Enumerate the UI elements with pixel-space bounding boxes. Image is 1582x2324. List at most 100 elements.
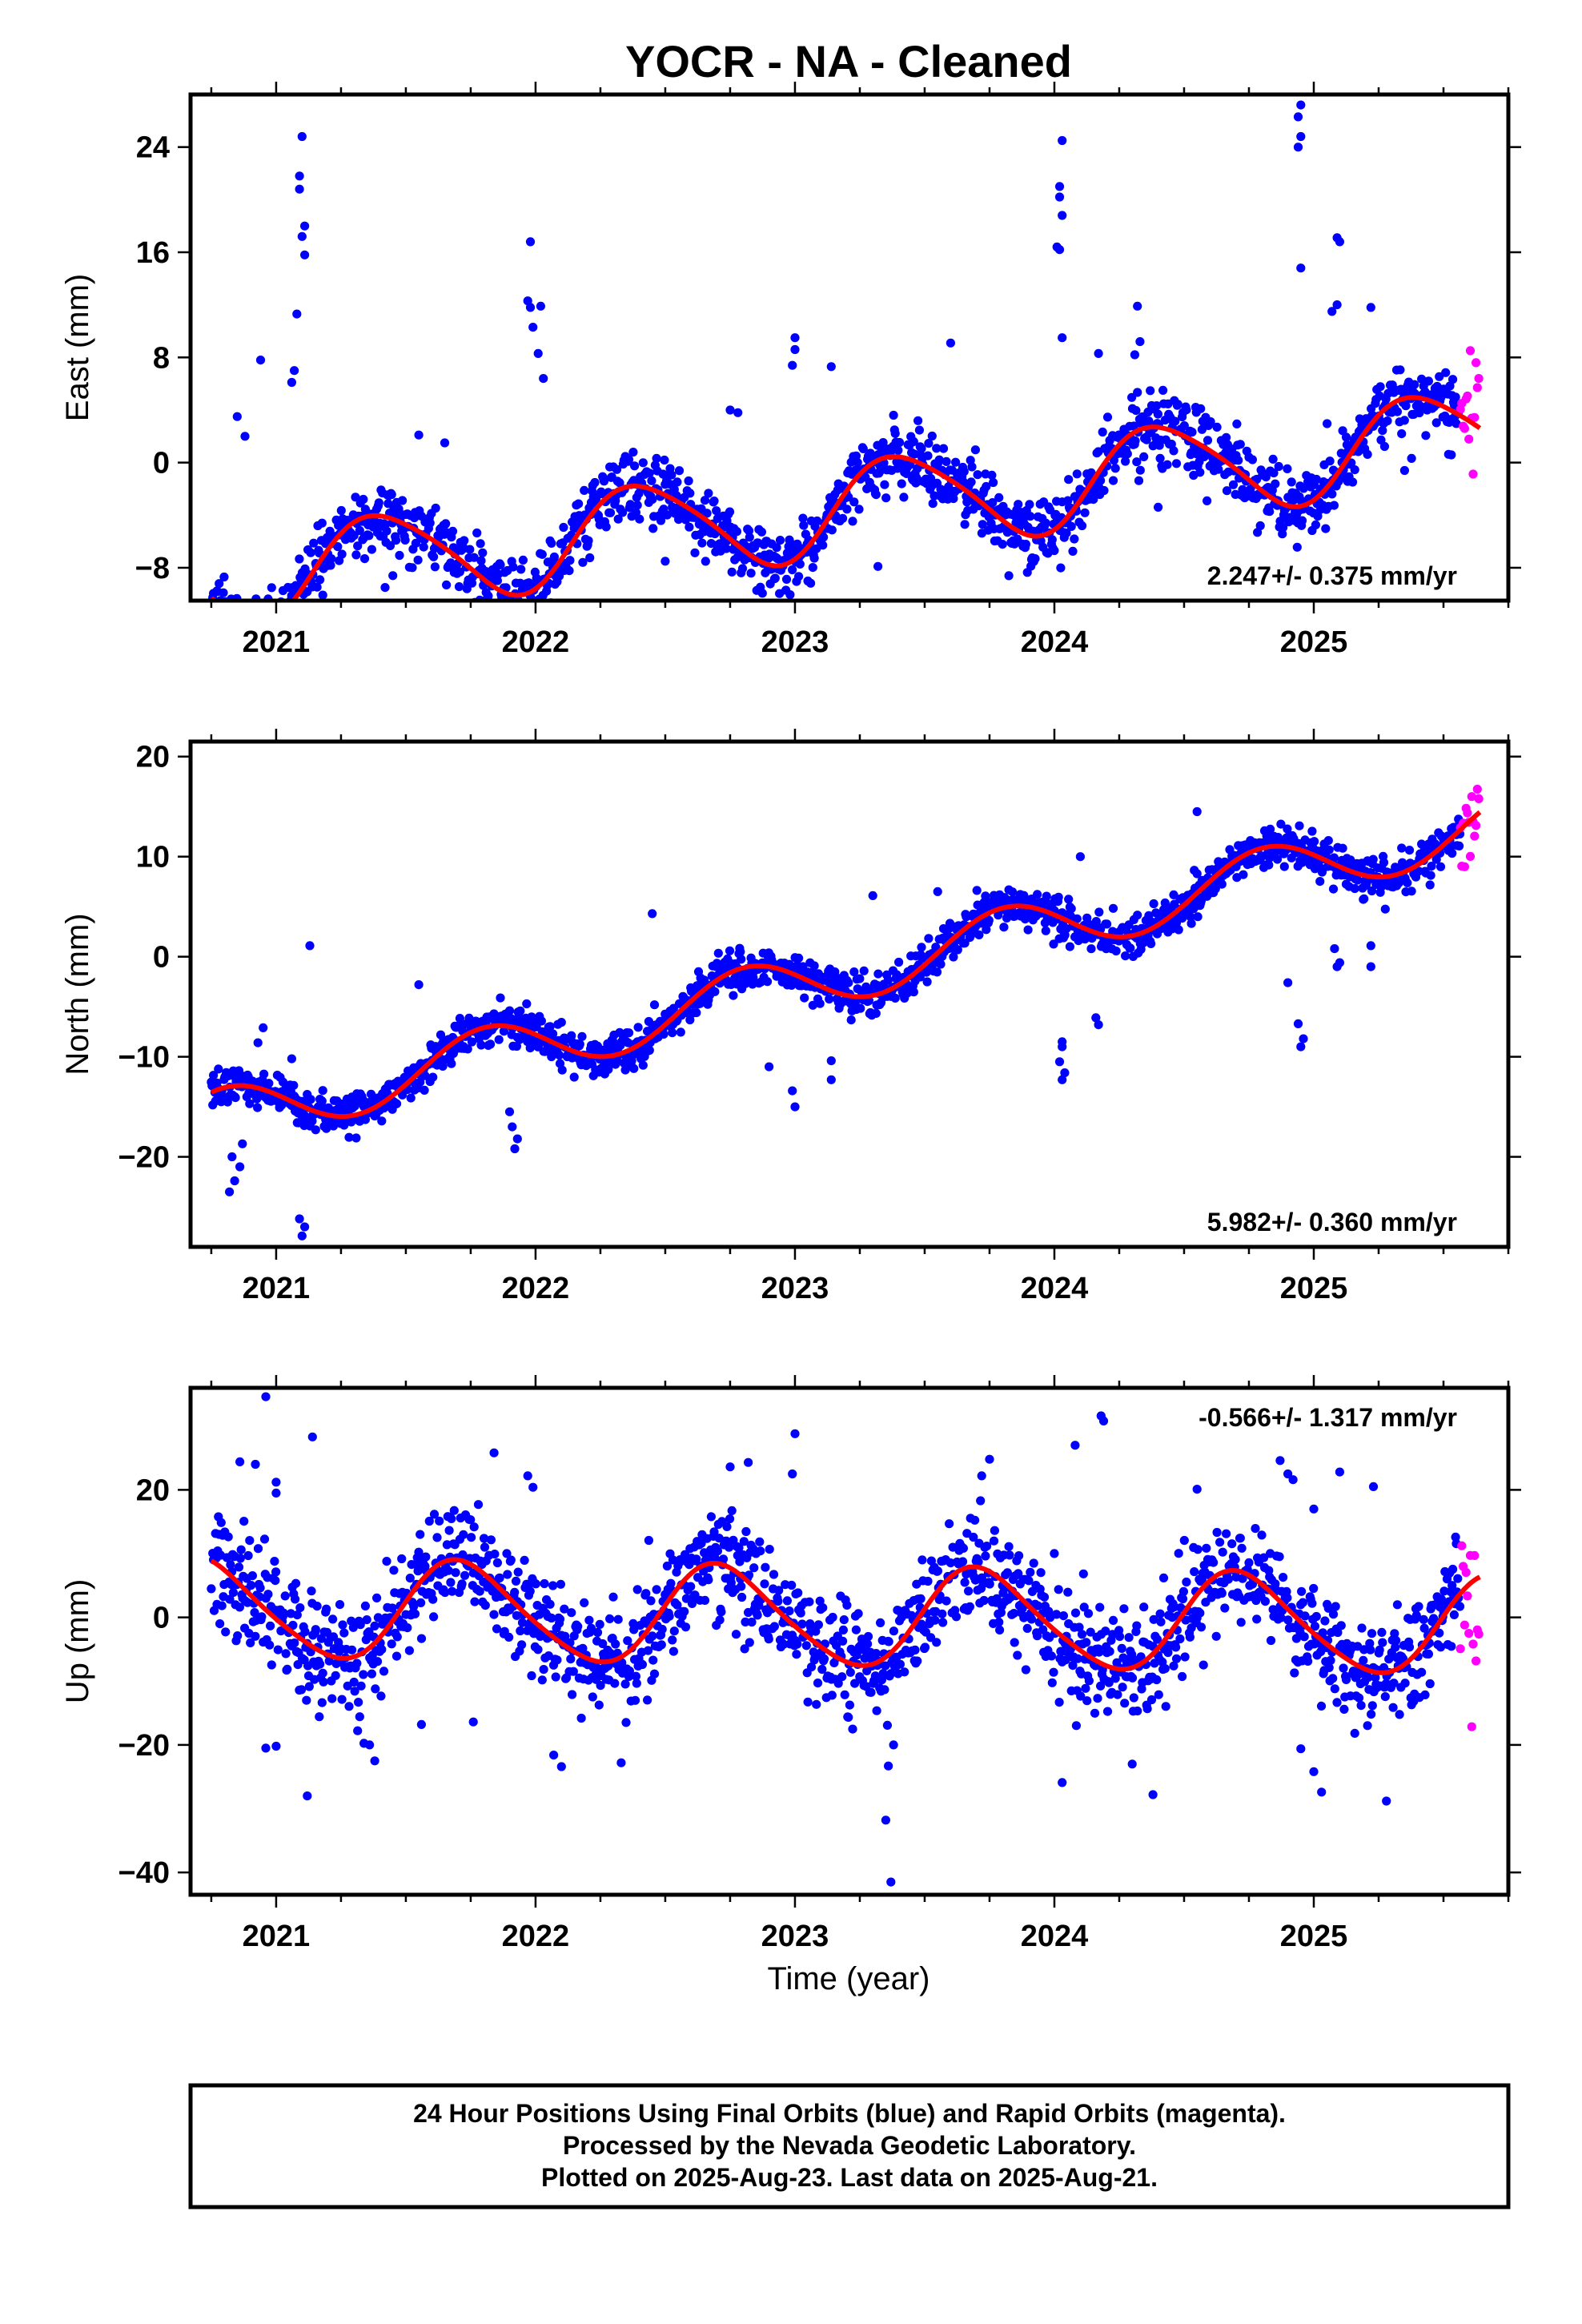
final-orbit-point xyxy=(1163,1647,1173,1658)
final-orbit-point xyxy=(297,1685,307,1695)
final-orbit-point xyxy=(504,1632,514,1642)
final-orbit-point xyxy=(1041,926,1050,935)
final-orbit-point xyxy=(348,1622,358,1632)
final-orbit-point xyxy=(1380,1692,1390,1702)
final-orbit-point xyxy=(1339,1663,1348,1673)
final-orbit-point xyxy=(755,1537,765,1546)
final-orbit-point xyxy=(620,1065,630,1075)
final-orbit-point xyxy=(1129,1693,1138,1703)
y-tick-label: 8 xyxy=(153,341,170,375)
final-orbit-point xyxy=(1066,904,1076,914)
final-orbit-point xyxy=(247,1581,256,1590)
final-orbit-point xyxy=(1036,1568,1046,1578)
final-orbit-point xyxy=(259,1069,269,1079)
final-orbit-point xyxy=(1104,1678,1114,1687)
final-orbit-point xyxy=(1096,476,1106,485)
final-orbit-point xyxy=(504,1006,515,1015)
final-orbit-point xyxy=(391,1099,402,1108)
final-orbit-point xyxy=(344,1702,354,1711)
final-orbit-point xyxy=(1380,904,1390,914)
final-orbit-point xyxy=(238,1139,247,1148)
final-orbit-point xyxy=(480,1542,490,1552)
final-orbit-point xyxy=(681,1622,691,1632)
final-orbit-point xyxy=(1311,1611,1321,1622)
final-orbit-point xyxy=(1182,405,1191,415)
final-orbit-point xyxy=(844,1712,853,1722)
final-orbit-point xyxy=(1274,461,1283,472)
final-orbit-point xyxy=(1316,1701,1327,1711)
final-orbit-point xyxy=(404,1646,414,1655)
final-orbit-point xyxy=(863,1639,873,1649)
final-orbit-point xyxy=(568,1690,577,1699)
final-orbit-point xyxy=(765,1062,774,1072)
final-orbit-point xyxy=(1108,1615,1118,1625)
y-tick-label: −8 xyxy=(135,552,170,585)
final-orbit-point xyxy=(1297,516,1307,525)
final-orbit-point xyxy=(917,943,926,952)
final-orbit-point xyxy=(431,503,440,513)
final-orbit-point xyxy=(685,489,695,498)
final-orbit-point xyxy=(773,1596,783,1606)
final-orbit-point xyxy=(1394,879,1403,888)
final-orbit-point xyxy=(958,1543,968,1553)
final-orbit-point xyxy=(1367,886,1377,896)
final-orbit-point xyxy=(1158,1573,1169,1582)
final-orbit-point xyxy=(732,527,742,537)
final-orbit-point xyxy=(1323,419,1332,428)
final-orbit-point xyxy=(1096,1681,1106,1691)
final-orbit-point xyxy=(1196,404,1206,413)
final-orbit-point xyxy=(722,1522,732,1531)
final-orbit-point xyxy=(1448,375,1458,384)
final-orbit-point xyxy=(1264,860,1274,870)
final-orbit-point xyxy=(1209,1558,1219,1567)
final-orbit-point xyxy=(1293,143,1303,152)
final-orbit-point xyxy=(644,1045,654,1055)
final-orbit-point xyxy=(757,527,767,537)
final-orbit-point xyxy=(1315,877,1325,887)
final-orbit-point xyxy=(893,445,903,455)
final-orbit-point xyxy=(1367,1629,1377,1638)
final-orbit-point xyxy=(441,519,451,529)
final-orbit-point xyxy=(429,1510,440,1519)
final-orbit-point xyxy=(408,563,417,573)
rapid-orbit-point xyxy=(1468,469,1478,479)
final-orbit-point xyxy=(933,1566,942,1576)
final-orbit-point xyxy=(1431,418,1441,428)
final-orbit-point xyxy=(276,1626,286,1636)
final-orbit-point xyxy=(700,496,710,505)
final-orbit-point xyxy=(725,405,735,415)
final-orbit-point xyxy=(253,1103,263,1112)
final-orbit-point xyxy=(360,1601,370,1610)
final-orbit-point xyxy=(741,1526,751,1537)
final-orbit-point xyxy=(633,1023,643,1032)
final-orbit-point xyxy=(934,455,944,464)
final-orbit-point xyxy=(1377,1627,1387,1637)
final-orbit-point xyxy=(387,489,396,500)
final-orbit-point xyxy=(1049,1667,1058,1677)
final-orbit-point xyxy=(377,1645,387,1655)
y-tick-label: 0 xyxy=(153,447,170,480)
final-orbit-point xyxy=(1195,1608,1205,1618)
final-orbit-point xyxy=(1054,892,1063,902)
final-orbit-point xyxy=(444,1566,453,1575)
final-orbit-point xyxy=(416,1530,425,1539)
final-orbit-point xyxy=(235,1602,244,1612)
final-orbit-point xyxy=(540,1578,549,1589)
x-tick-label: 2024 xyxy=(1021,1920,1089,1953)
final-orbit-point xyxy=(932,1638,942,1647)
final-orbit-point xyxy=(560,1604,569,1614)
final-orbit-point xyxy=(1134,476,1144,485)
final-orbit-point xyxy=(938,1609,947,1618)
final-orbit-point xyxy=(1332,1698,1342,1707)
final-orbit-point xyxy=(793,1588,803,1598)
final-orbit-point xyxy=(1162,460,1172,469)
final-orbit-point xyxy=(467,1533,476,1542)
final-orbit-point xyxy=(432,1533,442,1542)
final-orbit-point xyxy=(809,553,819,563)
final-orbit-point xyxy=(1179,1535,1189,1546)
final-orbit-point xyxy=(1094,348,1103,358)
final-orbit-point xyxy=(367,545,376,554)
final-orbit-point xyxy=(592,1627,603,1638)
